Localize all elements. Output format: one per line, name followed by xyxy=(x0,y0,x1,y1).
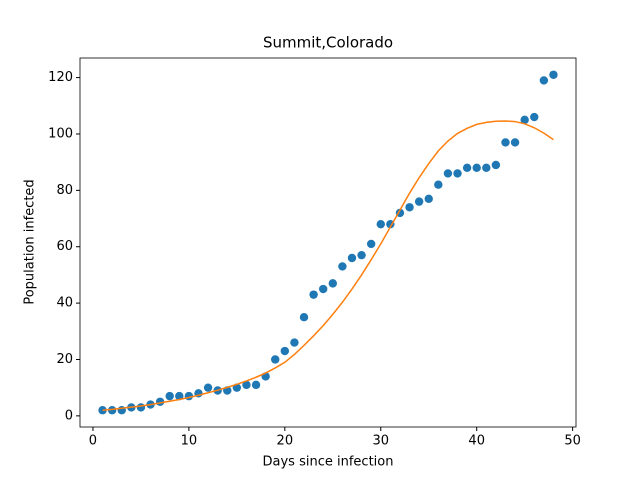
data-point xyxy=(357,250,366,260)
data-point xyxy=(376,219,385,229)
data-point xyxy=(136,403,146,412)
data-point xyxy=(462,163,472,172)
data-point xyxy=(549,70,558,79)
data-point xyxy=(501,138,510,147)
data-point xyxy=(530,112,539,122)
data-point xyxy=(271,355,280,364)
chart-title: Summit,Colorado xyxy=(263,34,393,52)
data-point xyxy=(309,290,318,299)
data-point xyxy=(203,383,213,392)
y-tick-label: 60 xyxy=(56,239,73,254)
data-point xyxy=(175,391,184,401)
x-tick-label: 10 xyxy=(181,434,198,449)
data-point xyxy=(242,380,251,390)
y-tick-label: 40 xyxy=(56,296,73,311)
data-point xyxy=(491,160,501,170)
x-tick-label: 0 xyxy=(89,434,97,449)
data-point xyxy=(424,194,433,204)
data-point xyxy=(280,346,290,356)
x-tick-label: 20 xyxy=(277,434,294,449)
y-tick-label: 80 xyxy=(56,183,73,198)
data-point xyxy=(338,262,347,271)
data-point xyxy=(472,163,481,172)
data-point xyxy=(453,169,462,178)
data-point xyxy=(299,313,309,322)
data-point xyxy=(328,279,337,288)
data-point xyxy=(107,406,117,415)
y-tick-label: 0 xyxy=(65,408,73,423)
data-point xyxy=(520,115,529,125)
data-point xyxy=(366,239,376,249)
data-point xyxy=(434,180,443,189)
fit-line xyxy=(102,120,554,411)
data-point xyxy=(443,169,453,178)
y-tick-label: 100 xyxy=(48,126,73,141)
data-point xyxy=(539,76,549,85)
x-tick-label: 50 xyxy=(564,434,581,449)
data-point xyxy=(290,338,299,347)
data-point xyxy=(414,197,424,206)
x-tick-label: 40 xyxy=(468,434,485,449)
data-point xyxy=(510,138,520,147)
data-point xyxy=(482,163,491,172)
y-tick-label: 20 xyxy=(56,352,73,367)
plot-frame xyxy=(79,57,577,428)
data-point xyxy=(319,284,328,294)
data-point xyxy=(251,380,261,390)
y-axis-label: Population infected xyxy=(23,179,38,304)
x-axis-label: Days since infection xyxy=(263,455,394,470)
data-point xyxy=(165,391,174,401)
y-tick-label: 120 xyxy=(48,70,73,85)
data-point xyxy=(347,253,357,263)
data-point xyxy=(405,203,414,212)
x-tick-label: 30 xyxy=(372,434,389,449)
